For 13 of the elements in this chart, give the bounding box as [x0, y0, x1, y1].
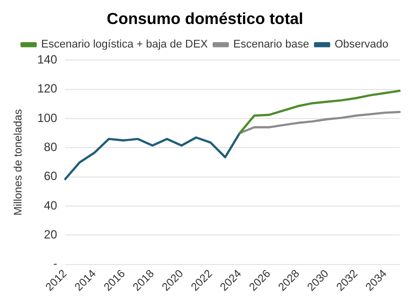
y-tick-label: 100 — [37, 110, 58, 125]
y-axis-title: Millones de toneladas — [12, 108, 25, 216]
y-tick-label: 140 — [37, 52, 58, 67]
y-tick-label: 20 — [44, 228, 58, 242]
chart-title: Consumo doméstico total — [106, 11, 304, 28]
y-tick-label: 120 — [37, 82, 58, 96]
y-tick-label: - — [53, 256, 58, 271]
y-tick-label: 80 — [44, 140, 58, 154]
legend-label: Observado — [334, 38, 388, 51]
legend-label: Escenario logística + baja de DEX — [41, 38, 208, 51]
legend-label: Escenario base — [233, 38, 310, 51]
y-tick-label: 40 — [44, 198, 58, 212]
y-tick-label: 60 — [44, 169, 58, 184]
